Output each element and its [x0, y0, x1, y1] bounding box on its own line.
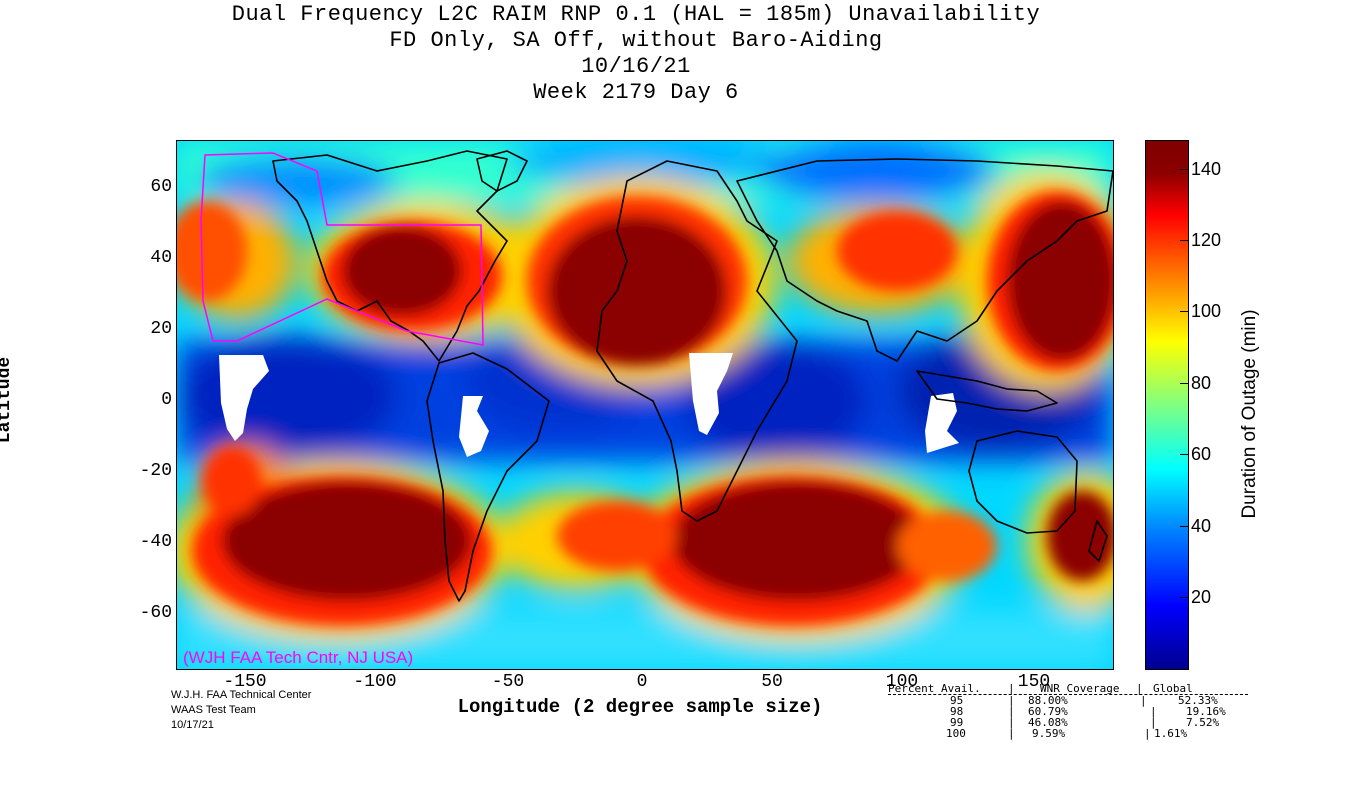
y-tick-label: 20 — [150, 319, 172, 339]
stats-row: 95 | 88.00% | 52.33% — [888, 694, 1248, 707]
y-tick-label: -60 — [139, 603, 172, 623]
colorbar-tick-label: 60 — [1191, 444, 1212, 464]
credit-date: 10/17/21 — [171, 719, 214, 731]
stats-separator: | — [1008, 694, 1015, 707]
stats-header-global: Global — [1153, 682, 1193, 695]
coastlines — [272, 150, 1113, 602]
y-tick-label: -40 — [139, 532, 172, 552]
stats-header-separator: | — [1008, 682, 1015, 695]
coverage-stats-table: Percent Avail. | WNR Coverage | Global 9… — [888, 683, 1248, 740]
stats-header-wnr: WNR Coverage — [1040, 682, 1120, 695]
stats-separator: | — [1008, 727, 1015, 740]
y-axis-label: Latitude — [0, 356, 15, 444]
x-tick-label: -100 — [353, 672, 397, 692]
stats-row: 100 | 9.59% | 1.61% — [888, 727, 1248, 740]
colorbar-tick-mark — [1180, 597, 1188, 598]
stats-global: 52.33% — [1178, 694, 1218, 707]
stats-row: 98 | 60.79% | 19.16% — [888, 705, 1248, 718]
credit-team: WAAS Test Team — [171, 704, 256, 716]
stats-header-percent: Percent Avail. — [888, 682, 981, 695]
asia-coast — [736, 158, 1113, 362]
credit-organization: W.J.H. FAA Technical Center — [171, 689, 312, 701]
stats-header-row: Percent Avail. | WNR Coverage | Global — [888, 683, 1248, 695]
stats-separator: | — [1150, 705, 1157, 718]
greenland-coast — [476, 150, 528, 192]
chart-title-date: 10/16/21 — [581, 54, 691, 79]
stats-separator: | — [1008, 705, 1015, 718]
x-tick-label: 150 — [1017, 672, 1051, 692]
y-tick-label: 0 — [161, 390, 172, 410]
stats-separator: | — [1008, 716, 1015, 729]
colorbar-tick-label: 20 — [1191, 587, 1212, 607]
colorbar-tick-mark — [1180, 526, 1188, 527]
colorbar-tick-label: 120 — [1191, 230, 1222, 250]
stats-row: 99 | 46.08% | 7.52% — [888, 716, 1248, 729]
x-tick-label: -150 — [223, 672, 267, 692]
indonesia-coast — [916, 370, 1058, 412]
y-tick-label: 40 — [150, 248, 172, 268]
colorbar-tick-label: 40 — [1191, 516, 1212, 536]
stats-wnr: 46.08% — [1028, 716, 1068, 729]
y-tick-label: 60 — [150, 177, 172, 197]
outage-map: (WJH FAA Tech Cntr, NJ USA) — [176, 140, 1114, 670]
service-volume-boundary — [200, 152, 484, 346]
stats-percent: 98 — [950, 705, 964, 718]
watermark-label: (WJH FAA Tech Cntr, NJ USA) — [183, 648, 414, 667]
chart-title-line2: FD Only, SA Off, without Baro-Aiding — [389, 28, 883, 53]
colorbar-label: Duration of Outage (min) — [1239, 309, 1260, 519]
colorbar-tick-label: 80 — [1191, 373, 1212, 393]
stats-global: 7.52% — [1186, 716, 1220, 729]
outage-hotspots — [177, 191, 1113, 626]
north-america-coast — [272, 150, 508, 362]
stats-separator: | — [1144, 727, 1151, 740]
colorbar-tick-mark — [1180, 454, 1188, 455]
colorbar-tick-mark — [1180, 240, 1188, 241]
x-tick-label: 0 — [636, 672, 648, 692]
stats-percent: 95 — [950, 694, 964, 707]
colorbar-tick-mark — [1180, 383, 1188, 384]
colorbar-tick-mark — [1180, 169, 1188, 170]
south-america-coast — [426, 352, 550, 602]
colorbar — [1145, 140, 1189, 670]
colorbar-tick-mark — [1180, 311, 1188, 312]
x-tick-label: 50 — [761, 672, 783, 692]
x-tick-label: -50 — [491, 672, 525, 692]
stats-separator: | — [1140, 694, 1147, 707]
stats-wnr: 60.79% — [1028, 705, 1068, 718]
stats-wnr: 88.00% — [1028, 694, 1068, 707]
australia-coast — [968, 430, 1078, 534]
stats-global: 1.61% — [1154, 727, 1188, 740]
stats-separator: | — [1150, 716, 1157, 729]
x-axis-label: Longitude (2 degree sample size) — [457, 696, 823, 718]
chart-title-line1: Dual Frequency L2C RAIM RNP 0.1 (HAL = 1… — [231, 2, 1041, 27]
stats-global: 19.16% — [1186, 705, 1226, 718]
stats-wnr: 9.59% — [1032, 727, 1066, 740]
europe-africa-coast — [596, 160, 798, 522]
new-zealand-coast — [1088, 520, 1108, 562]
stats-percent: 99 — [950, 716, 964, 729]
stats-header-separator: | — [1136, 682, 1143, 695]
chart-title-week: Week 2179 Day 6 — [533, 80, 739, 105]
colorbar-tick-label: 100 — [1191, 301, 1222, 321]
x-tick-label: 100 — [885, 672, 919, 692]
y-tick-label: -20 — [139, 461, 172, 481]
no-data-regions — [219, 353, 959, 457]
stats-percent: 100 — [946, 727, 966, 740]
colorbar-tick-label: 140 — [1191, 159, 1222, 179]
outage-map-svg — [177, 141, 1113, 669]
